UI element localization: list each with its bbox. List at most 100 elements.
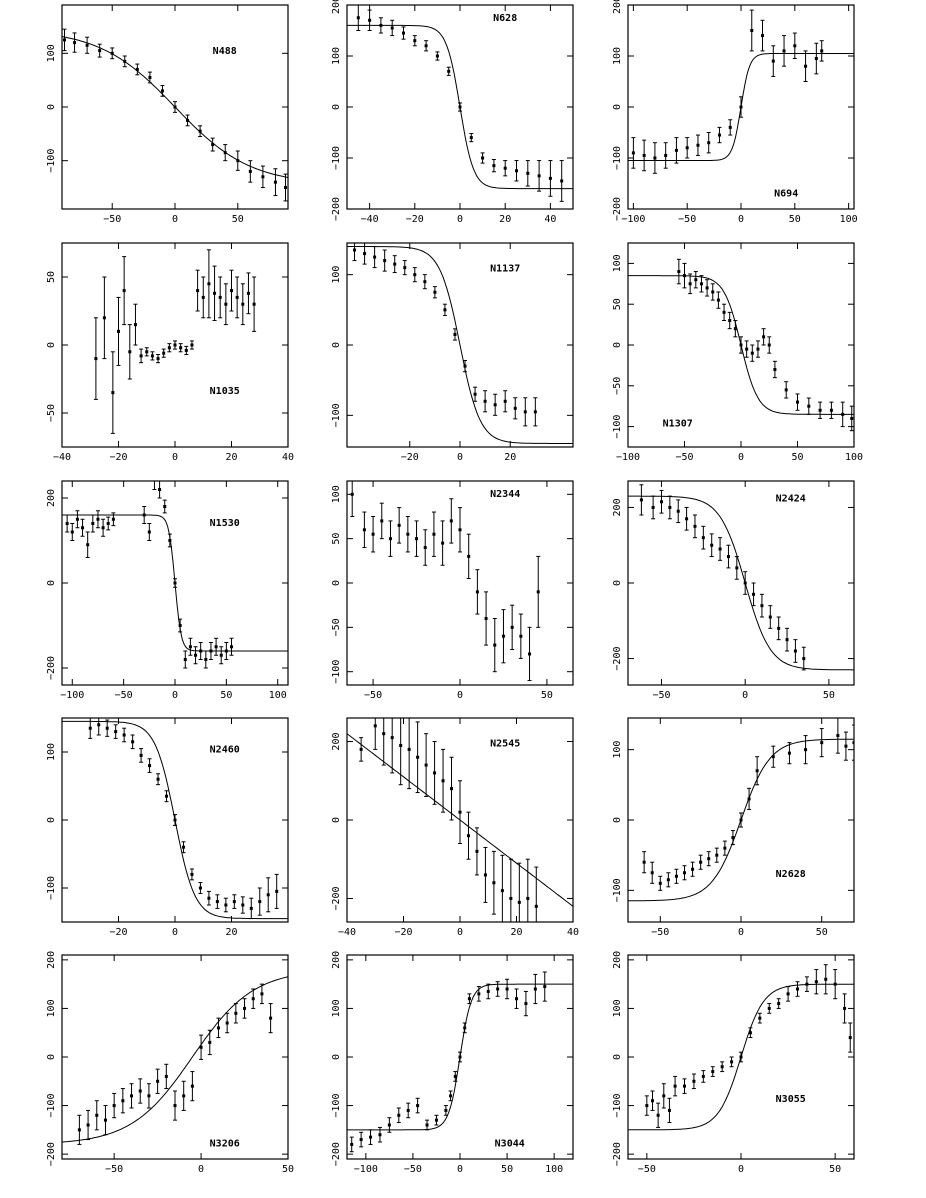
data-point [179, 346, 183, 350]
data-point [463, 1026, 467, 1030]
model-curve [628, 495, 854, 671]
data-layer [628, 964, 854, 1131]
data-point [156, 357, 160, 361]
data-point [403, 266, 407, 270]
data-point [805, 982, 809, 986]
data-point [820, 49, 824, 53]
data-point [685, 146, 689, 150]
data-point [829, 408, 833, 412]
x-tick-label: 0 [738, 927, 744, 938]
data-point [730, 1060, 734, 1064]
galaxy-label: N694 [774, 189, 798, 200]
y-tick-label: −200 [331, 1142, 342, 1166]
data-point [722, 310, 726, 314]
data-point [688, 282, 692, 286]
data-point [397, 1113, 401, 1117]
x-tick-label: −20 [401, 452, 419, 463]
data-point [135, 67, 139, 71]
data-point [275, 889, 279, 893]
data-point [218, 295, 222, 299]
data-point [824, 977, 828, 981]
x-tick-label: −100 [60, 690, 84, 701]
x-tick-label: −20 [109, 927, 127, 938]
data-point [745, 347, 749, 351]
galaxy-label: N488 [213, 46, 237, 57]
data-point [777, 626, 781, 630]
y-tick-label: −200 [46, 656, 57, 680]
data-point [650, 1099, 654, 1103]
data-point [447, 69, 451, 73]
data-point [786, 992, 790, 996]
data-point [173, 105, 177, 109]
data-layer [628, 9, 854, 174]
y-tick-label: −50 [331, 618, 342, 636]
data-point [273, 180, 277, 184]
data-point [184, 348, 188, 352]
data-point [662, 1094, 666, 1098]
data-point [515, 169, 518, 173]
data-point [651, 505, 655, 509]
data-point [173, 818, 177, 822]
data-point [699, 282, 703, 286]
data-point [114, 730, 118, 734]
data-point [677, 270, 681, 274]
data-point [213, 291, 217, 295]
data-point [458, 810, 462, 814]
data-point [165, 794, 169, 798]
data-point [173, 1104, 177, 1108]
data-point [785, 638, 789, 642]
data-point [350, 1142, 354, 1146]
data-layer [62, 976, 288, 1145]
data-point [173, 581, 177, 585]
data-point [139, 354, 143, 358]
data-point [676, 509, 680, 513]
y-tick-label: 200 [331, 0, 342, 14]
x-tick-label: 50 [501, 1164, 513, 1175]
data-point [399, 743, 403, 747]
y-tick-label: 100 [612, 741, 623, 759]
data-point [145, 350, 149, 354]
x-tick-label: −40 [361, 214, 379, 225]
data-point [122, 289, 126, 293]
y-tick-label: 200 [46, 489, 57, 507]
panel-frame [61, 954, 289, 1160]
x-tick-label: −100 [621, 214, 645, 225]
data-point [201, 295, 205, 299]
data-point [148, 764, 152, 768]
data-point [658, 881, 662, 885]
y-tick-label: 50 [46, 271, 57, 283]
data-point [234, 1011, 238, 1015]
x-tick-label: 50 [789, 214, 801, 225]
y-tick-label: −100 [331, 146, 342, 170]
data-point [773, 367, 777, 371]
data-point [150, 354, 154, 358]
data-layer [350, 481, 541, 682]
x-tick-label: 50 [232, 214, 244, 225]
y-tick-label: 0 [331, 104, 342, 110]
data-point [467, 997, 471, 1001]
data-point [390, 26, 394, 30]
y-tick-label: 0 [612, 580, 623, 586]
data-point [458, 105, 462, 109]
data-point [650, 871, 654, 875]
data-point [112, 1104, 116, 1108]
data-point [492, 881, 496, 885]
data-point [720, 1065, 724, 1069]
data-point [475, 590, 479, 594]
data-point [814, 57, 818, 61]
data-point [251, 997, 255, 1001]
data-point [701, 1074, 705, 1078]
data-point [160, 89, 164, 93]
galaxy-label: N1137 [490, 263, 520, 274]
data-point [784, 388, 788, 392]
data-point [383, 259, 387, 263]
x-tick-label: 20 [225, 927, 237, 938]
y-tick-label: 0 [46, 342, 57, 348]
data-point [424, 763, 428, 767]
data-point [515, 997, 518, 1001]
x-tick-label: 50 [220, 690, 232, 701]
y-tick-label: 200 [331, 951, 342, 969]
